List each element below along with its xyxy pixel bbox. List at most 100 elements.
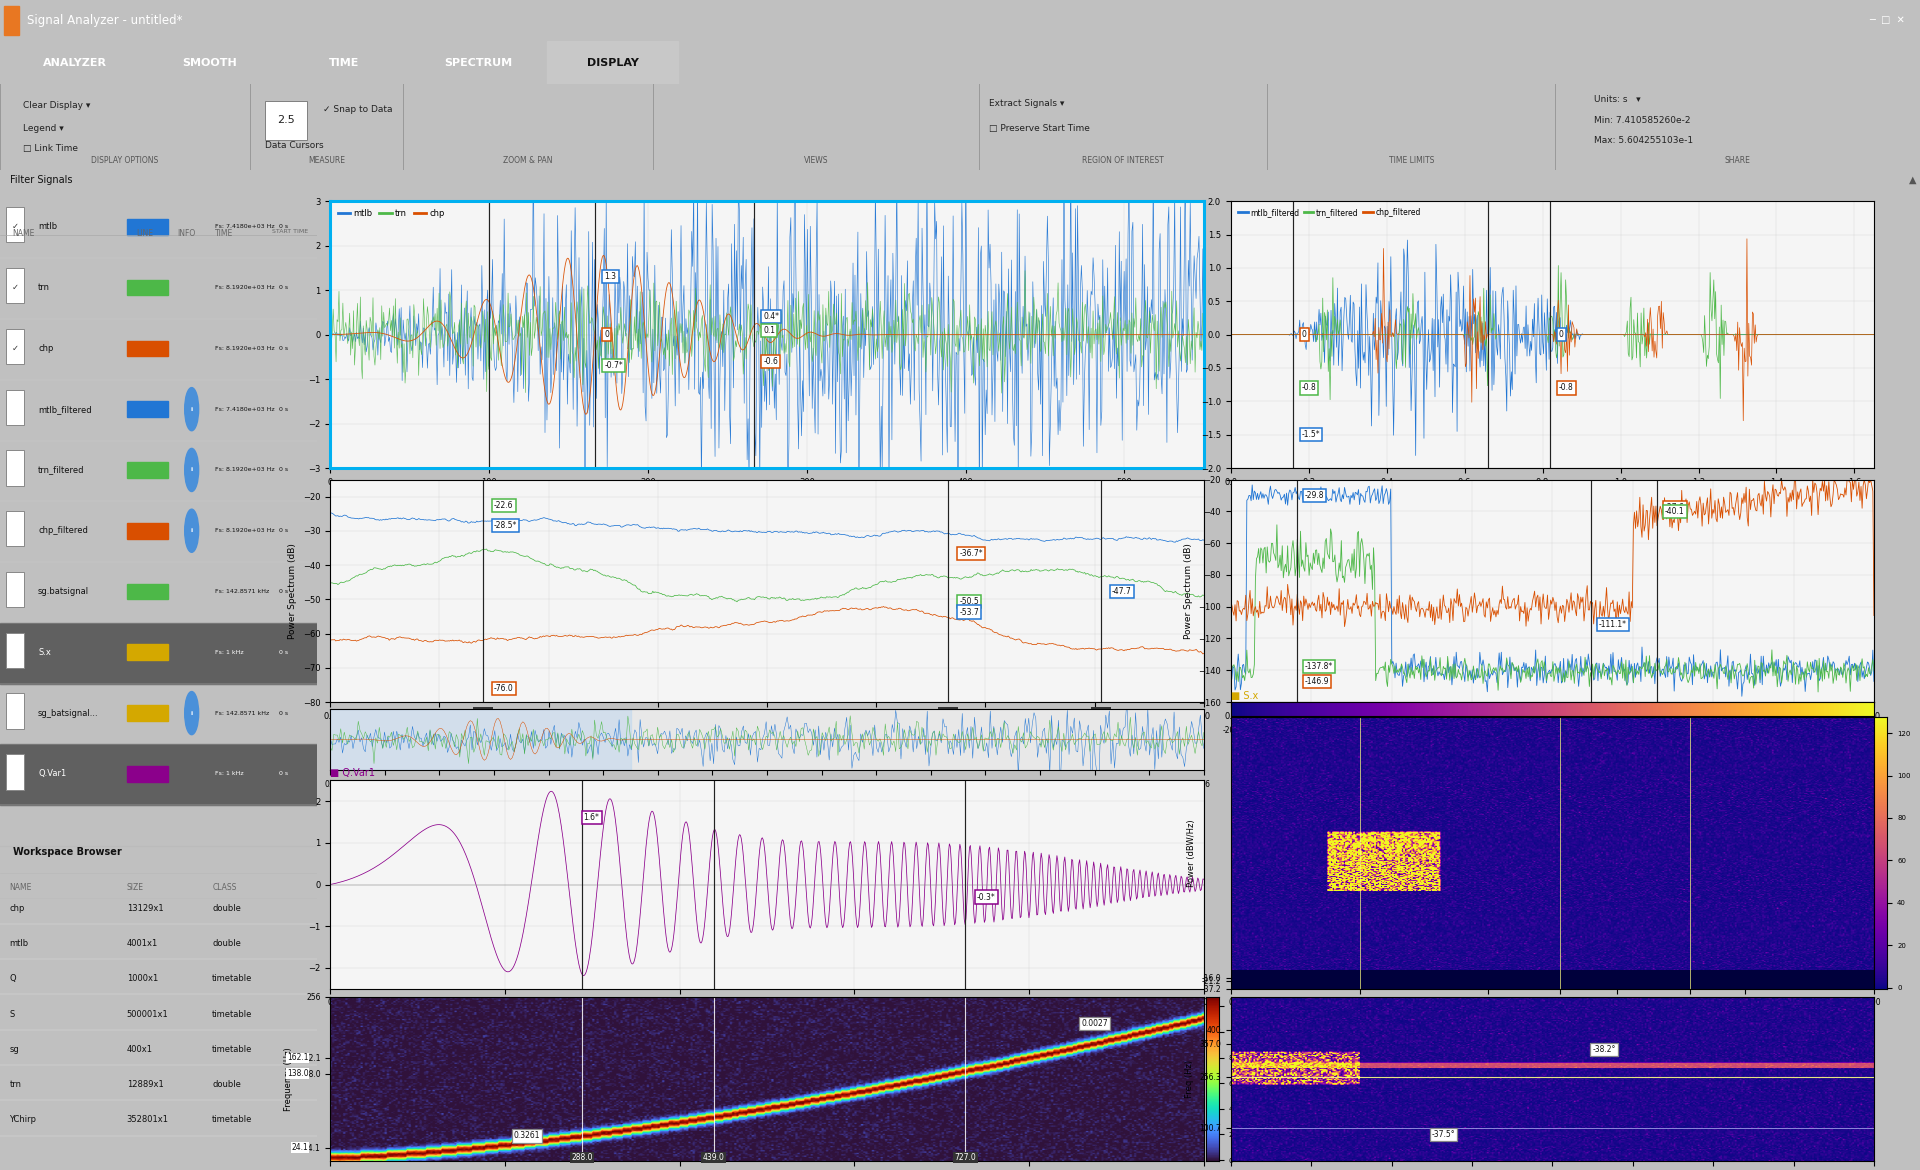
Circle shape (184, 448, 198, 491)
Text: timetable: timetable (213, 1115, 253, 1124)
Text: Extract Signals ▾: Extract Signals ▾ (989, 98, 1064, 108)
Bar (127, 462, 167, 477)
Text: □ Preserve Start Time: □ Preserve Start Time (989, 124, 1091, 133)
Text: -53.7: -53.7 (960, 607, 979, 617)
Text: Data Cursors: Data Cursors (265, 142, 324, 150)
Text: 13129x1: 13129x1 (127, 903, 163, 913)
Text: REGION OF INTEREST: REGION OF INTEREST (1083, 156, 1164, 165)
Text: 0 s: 0 s (278, 710, 288, 716)
Text: ■ S.x: ■ S.x (1231, 691, 1258, 701)
Text: VIEWS: VIEWS (804, 156, 828, 165)
X-axis label: Time (ms): Time (ms) (745, 493, 789, 501)
Text: 400x1: 400x1 (127, 1045, 154, 1054)
Text: 24.1: 24.1 (292, 1143, 309, 1152)
Text: 0 s: 0 s (278, 528, 288, 534)
Y-axis label: Power Spectrum (dB): Power Spectrum (dB) (288, 543, 298, 639)
Text: 0 s: 0 s (278, 346, 288, 351)
Text: 2.5: 2.5 (276, 115, 296, 125)
Text: 138.0: 138.0 (286, 1069, 309, 1078)
Text: 266.7: 266.7 (743, 483, 764, 493)
Bar (6, 207, 23, 242)
Text: 0.16: 0.16 (1284, 483, 1302, 491)
Text: Fs: 8.1920e+03 Hz: Fs: 8.1920e+03 Hz (215, 285, 275, 290)
Text: double: double (213, 903, 242, 913)
Text: 0.1: 0.1 (764, 325, 776, 335)
Text: 0: 0 (1559, 330, 1563, 339)
Text: 288.0: 288.0 (570, 1152, 593, 1162)
Text: -0.3*: -0.3* (977, 893, 995, 902)
Text: trn: trn (10, 1080, 21, 1089)
Text: TIME LIMITS: TIME LIMITS (1388, 156, 1434, 165)
Text: 2.83: 2.83 (941, 709, 956, 718)
Text: DISPLAY: DISPLAY (586, 57, 639, 68)
Text: 0: 0 (605, 330, 609, 339)
Text: i: i (190, 407, 192, 412)
Text: sg.batsignal: sg.batsignal (38, 587, 88, 596)
Text: timetable: timetable (213, 1045, 253, 1054)
Text: 352801x1: 352801x1 (127, 1115, 169, 1124)
Text: LINE: LINE (136, 229, 154, 238)
Bar (0, 744, 317, 805)
Text: S.x: S.x (38, 648, 52, 656)
Text: 727.0: 727.0 (954, 1002, 975, 1010)
Text: 0 s: 0 s (278, 649, 288, 655)
Y-axis label: Frequency (Hz): Frequency (Hz) (284, 1047, 294, 1110)
Bar (6, 572, 23, 607)
Text: double: double (213, 1080, 242, 1089)
Text: 0 s: 0 s (278, 285, 288, 290)
Text: Clear Display ▾: Clear Display ▾ (23, 101, 90, 110)
Text: SIZE: SIZE (127, 882, 144, 892)
Text: SPECTRUM: SPECTRUM (444, 57, 513, 68)
Text: Workspace Browser: Workspace Browser (13, 847, 121, 858)
Text: 2.24: 2.24 (1582, 708, 1599, 717)
Text: 0.4*: 0.4* (764, 312, 780, 322)
Text: 2.65: 2.65 (1649, 708, 1665, 717)
Text: 0 s: 0 s (278, 225, 288, 229)
Text: 439.0: 439.0 (703, 1152, 724, 1162)
Y-axis label: Power Spectrum (dB): Power Spectrum (dB) (1183, 543, 1192, 639)
Text: 0 s: 0 s (278, 407, 288, 412)
Bar (127, 584, 167, 599)
Text: mtlb: mtlb (10, 940, 29, 948)
Text: SMOOTH: SMOOTH (182, 57, 236, 68)
Bar (127, 523, 167, 538)
Text: ✓: ✓ (12, 222, 19, 232)
Text: ✓: ✓ (12, 344, 19, 353)
Text: 162.1: 162.1 (286, 1053, 309, 1062)
Bar (127, 706, 167, 721)
Text: timetable: timetable (213, 1010, 253, 1019)
Text: Fs: 8.1920e+03 Hz: Fs: 8.1920e+03 Hz (215, 468, 275, 473)
Text: i: i (190, 710, 192, 716)
Text: trn: trn (38, 283, 50, 292)
Bar (547, 41, 678, 84)
Text: Fs: 1 kHz: Fs: 1 kHz (215, 771, 244, 777)
Bar (127, 219, 167, 235)
Text: 0.3261: 0.3261 (515, 1131, 540, 1141)
Text: TIME: TIME (215, 229, 234, 238)
Bar (127, 645, 167, 660)
Bar (127, 766, 167, 782)
Text: -111.1*: -111.1* (1599, 620, 1626, 628)
Text: -37.6: -37.6 (1665, 503, 1684, 512)
Text: 12889x1: 12889x1 (127, 1080, 163, 1089)
Text: sg: sg (10, 1045, 19, 1054)
Text: 0: 0 (1302, 330, 1306, 339)
Text: 0.41: 0.41 (1288, 708, 1306, 717)
Text: CLASS: CLASS (213, 882, 236, 892)
Text: ✓: ✓ (12, 283, 19, 292)
Text: Max: 5.604255103e-1: Max: 5.604255103e-1 (1594, 136, 1693, 145)
Text: □ Link Time: □ Link Time (23, 144, 79, 153)
Text: 500001x1: 500001x1 (127, 1010, 169, 1019)
Text: double: double (213, 940, 242, 948)
Text: Fs: 8.1920e+03 Hz: Fs: 8.1920e+03 Hz (215, 346, 275, 351)
Text: -76.0: -76.0 (493, 683, 515, 693)
Text: 1.3: 1.3 (605, 273, 616, 281)
Legend: mtlb_filtered, trn_filtered, chp_filtered: mtlb_filtered, trn_filtered, chp_filtere… (1235, 205, 1423, 220)
Text: mtlb_filtered: mtlb_filtered (38, 405, 92, 414)
Text: 0 s: 0 s (278, 589, 288, 594)
Text: i: i (190, 468, 192, 473)
Text: 0.66: 0.66 (1480, 483, 1496, 491)
Text: 727.0: 727.0 (954, 1152, 975, 1162)
Circle shape (184, 387, 198, 431)
Bar (330, 709, 630, 770)
